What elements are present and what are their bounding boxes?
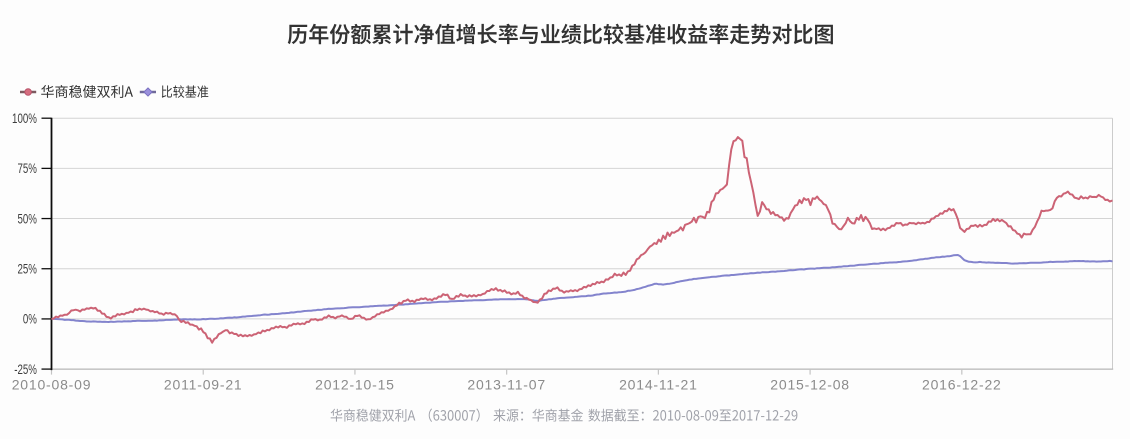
svg-text:2012-10-15: 2012-10-15 bbox=[315, 377, 395, 393]
svg-text:2010-08-09: 2010-08-09 bbox=[12, 377, 92, 393]
svg-text:100%: 100% bbox=[12, 112, 37, 127]
svg-text:75%: 75% bbox=[17, 162, 37, 177]
svg-text:50%: 50% bbox=[17, 212, 37, 227]
svg-text:2014-11-21: 2014-11-21 bbox=[619, 377, 698, 393]
svg-text:2011-09-21: 2011-09-21 bbox=[164, 377, 243, 393]
svg-text:2013-11-07: 2013-11-07 bbox=[467, 377, 546, 393]
svg-text:2016-12-22: 2016-12-22 bbox=[922, 377, 1002, 393]
svg-text:2015-12-08: 2015-12-08 bbox=[770, 377, 850, 393]
svg-text:-25%: -25% bbox=[14, 362, 37, 377]
svg-text:0%: 0% bbox=[23, 312, 37, 327]
svg-text:25%: 25% bbox=[17, 262, 37, 277]
